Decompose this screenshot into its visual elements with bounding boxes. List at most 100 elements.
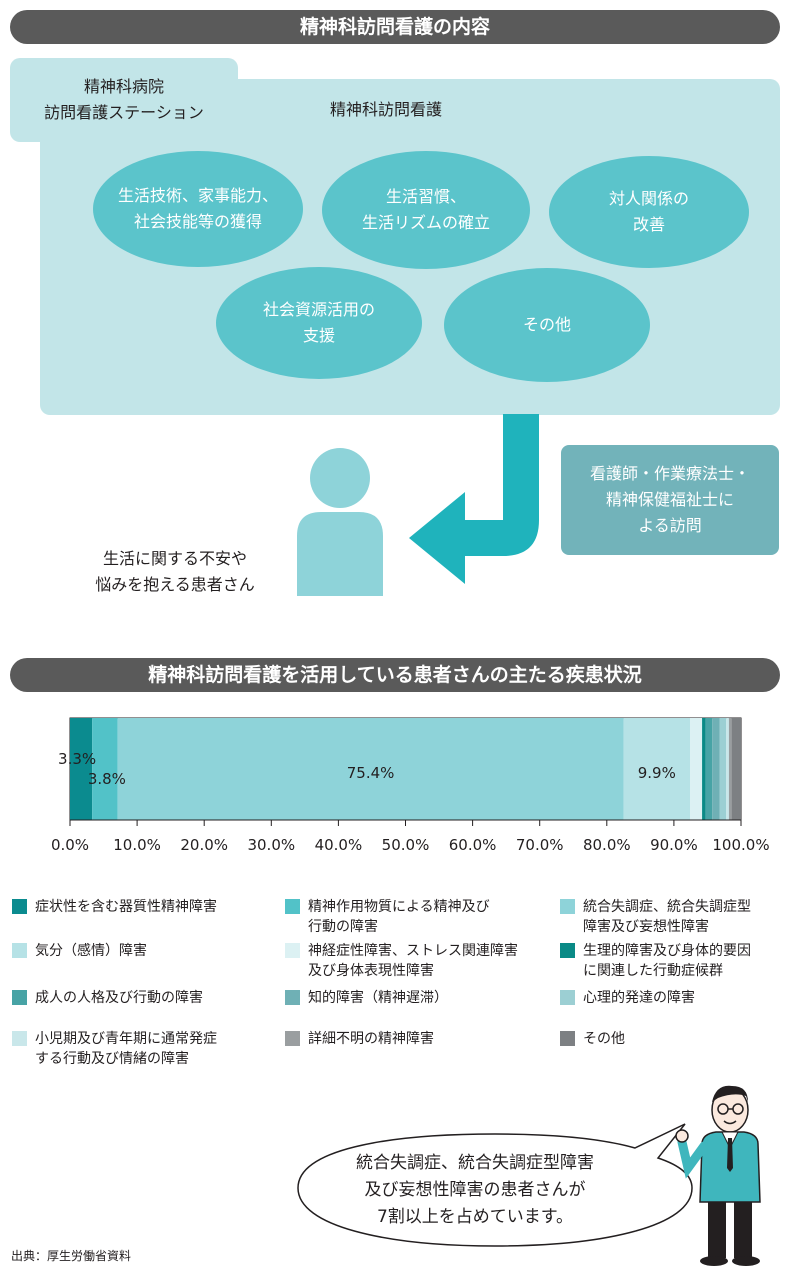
legend-label: 神経症性障害、ストレス関連障害 及び身体表現性障害: [308, 941, 528, 981]
service-line: 生活習慣、: [385, 187, 466, 206]
station-line-1: 精神科病院: [83, 77, 164, 96]
x-tick-label: 30.0%: [247, 836, 295, 854]
speech-bubble: [297, 1123, 693, 1247]
legend-swatch: [560, 1031, 575, 1046]
legend-label-line: 心理的発達の障害: [583, 990, 695, 1006]
station-label: 精神科病院 訪問看護ステーション: [10, 58, 238, 142]
legend-label: 統合失調症、統合失調症型 障害及び妄想性障害: [583, 897, 800, 937]
bar-segment: [726, 718, 729, 820]
patient-caption: 生活に関する不安や 悩みを抱える患者さん: [70, 546, 280, 598]
data-label: 3.3%: [58, 750, 96, 768]
staff-line-1: 看護師・作業療法士・: [589, 464, 750, 483]
bar-segment: [70, 718, 93, 820]
legend-swatch: [560, 943, 575, 958]
legend-label-line: その他: [583, 1031, 625, 1047]
x-tick-label: 60.0%: [449, 836, 497, 854]
legend-swatch: [285, 943, 300, 958]
presenter-illustration: [675, 1085, 761, 1266]
callout-line-3: 7割以上を占めています。: [376, 1207, 574, 1227]
bar-segment: [702, 718, 706, 820]
disease-bar-chart: 3.3% 3.8% 75.4% 9.9% 0.0% 10.0% 20.0% 30.0% 40.0…: [51, 717, 770, 854]
service-life-habits: 生活習慣、 生活リズムの確立: [322, 151, 530, 269]
legend-label-line: 気分（感情）障害: [35, 943, 147, 959]
legend-swatch: [285, 1031, 300, 1046]
x-tick-label: 0.0%: [51, 836, 89, 854]
legend-label: 成人の人格及び行動の障害: [35, 988, 255, 1008]
legend-label: 症状性を含む器質性精神障害: [35, 897, 255, 917]
source-note: 出典：厚生労働省資料: [11, 1249, 132, 1263]
x-tick-label: 100.0%: [712, 836, 769, 854]
service-line: 生活リズムの確立: [361, 213, 490, 232]
service-line: 社会技能等の獲得: [133, 212, 262, 231]
service-life-skills: 生活技術、家事能力、 社会技能等の獲得: [93, 151, 303, 267]
legend-swatch: [560, 990, 575, 1005]
legend-label-line: 症状性を含む器質性精神障害: [35, 899, 217, 915]
bar-segment: [117, 718, 624, 820]
service-relationships: 対人関係の 改善: [549, 156, 749, 268]
x-tick-label: 40.0%: [315, 836, 363, 854]
visit-nursing-title: 精神科訪問看護: [330, 100, 443, 119]
legend-label-line: 小児期及び青年期に通常発症: [35, 1031, 217, 1047]
bar-segment: [731, 718, 741, 820]
legend-label-line: 神経症性障害、ストレス関連障害: [308, 943, 518, 959]
bar-segment: [712, 718, 720, 820]
x-tick-label: 70.0%: [516, 836, 564, 854]
legend-swatch: [12, 943, 27, 958]
patient-icon: [297, 448, 383, 596]
callout-line-1: 統合失調症、統合失調症型障害: [356, 1153, 594, 1173]
legend-label-line: 知的障害（精神遅滞）: [308, 990, 448, 1006]
service-line: 社会資源活用の: [262, 300, 375, 319]
x-tick-label: 20.0%: [180, 836, 228, 854]
legend-label: 詳細不明の精神障害: [308, 1029, 528, 1049]
bar-segment: [705, 718, 713, 820]
legend-label-line: 精神作用物質による精神及び: [308, 899, 490, 915]
section-banner-disease-status: 精神科訪問看護を活用している患者さんの主たる疾患状況: [10, 658, 780, 692]
x-tick-label: 90.0%: [650, 836, 698, 854]
patient-line-2: 悩みを抱える患者さん: [95, 575, 255, 594]
legend-label-line: する行動及び情緒の障害: [35, 1051, 189, 1067]
staff-line-2: 精神保健福祉士に: [605, 490, 734, 509]
x-tick-label: 50.0%: [382, 836, 430, 854]
legend-label-line: 行動の障害: [308, 919, 378, 935]
service-other: その他: [444, 268, 650, 382]
patient-line-1: 生活に関する不安や: [102, 549, 247, 568]
service-line: 支援: [302, 326, 335, 345]
legend-label-line: 詳細不明の精神障害: [308, 1031, 434, 1047]
legend-label: 気分（感情）障害: [35, 941, 255, 961]
legend-label-line: 成人の人格及び行動の障害: [35, 990, 203, 1006]
service-line: 対人関係の: [608, 189, 689, 208]
bar-segment: [719, 718, 727, 820]
legend-swatch: [12, 899, 27, 914]
legend-swatch: [285, 899, 300, 914]
return-arrow: [409, 414, 539, 584]
data-label: 75.4%: [347, 764, 395, 782]
bar-segment: [623, 718, 691, 820]
legend-label-line: 統合失調症、統合失調症型: [583, 899, 751, 915]
legend-label: 心理的発達の障害: [583, 988, 800, 1008]
service-line: その他: [522, 315, 571, 334]
callout-text: 統合失調症、統合失調症型障害 及び妄想性障害の患者さんが 7割以上を占めています…: [300, 1150, 650, 1231]
x-tick-label: 80.0%: [583, 836, 631, 854]
legend-swatch: [12, 1031, 27, 1046]
legend-label-line: 障害及び妄想性障害: [583, 919, 709, 935]
arrow-body: [409, 414, 539, 584]
legend-swatch: [560, 899, 575, 914]
legend-swatch: [12, 990, 27, 1005]
legend-label-line: 及び身体表現性障害: [308, 963, 434, 979]
bar-segment: [92, 718, 118, 820]
legend-label-line: 生理的障害及び身体的要因: [583, 943, 751, 959]
bar-segment: [690, 718, 703, 820]
staff-visit-box: 看護師・作業療法士・ 精神保健福祉士に よる訪問: [561, 445, 779, 555]
callout-line-2: 及び妄想性障害の患者さんが: [364, 1180, 586, 1200]
service-social-resources: 社会資源活用の 支援: [216, 267, 422, 379]
legend-label: 生理的障害及び身体的要因 に関連した行動症候群: [583, 941, 800, 981]
data-label: 3.8%: [88, 770, 126, 788]
legend-label: 知的障害（精神遅滞）: [308, 988, 528, 1008]
legend-swatch: [285, 990, 300, 1005]
staff-line-3: よる訪問: [638, 516, 702, 535]
service-line: 改善: [632, 215, 665, 234]
legend-label: 小児期及び青年期に通常発症 する行動及び情緒の障害: [35, 1029, 255, 1069]
section-banner-visit-content: 精神科訪問看護の内容: [10, 10, 780, 44]
station-line-2: 訪問看護ステーション: [44, 103, 204, 122]
bar-segment: [728, 718, 732, 820]
